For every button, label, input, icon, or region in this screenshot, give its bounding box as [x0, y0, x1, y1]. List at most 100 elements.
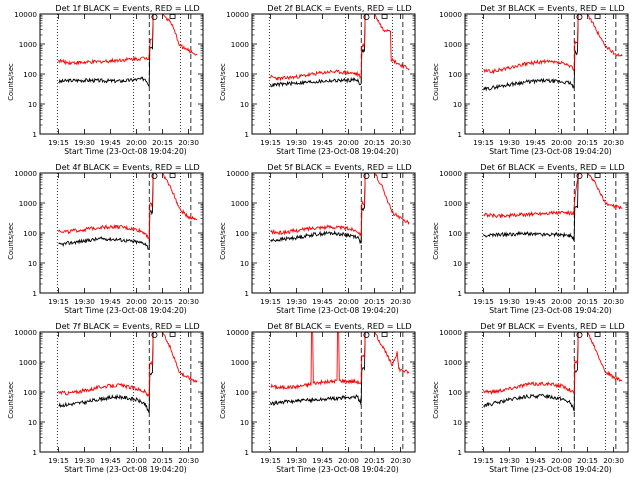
- x-tick-label: 20:15: [577, 297, 598, 306]
- x-tick-label: 20:00: [126, 456, 147, 465]
- x-tick-label: 20:30: [390, 456, 411, 465]
- y-tick-label: 1000: [444, 199, 463, 208]
- x-tick-label: 19:30: [74, 138, 95, 147]
- x-tick-label: 19:15: [48, 456, 69, 465]
- x-tick-label: 20:30: [603, 297, 624, 306]
- x-tick-label: 19:30: [286, 138, 307, 147]
- detector-panel-2: Det 2f BLACK = Events, RED = LLD 1 10 100 10…: [219, 3, 416, 156]
- x-tick-label: 19:45: [100, 456, 121, 465]
- y-tick-label: 10000: [14, 10, 37, 19]
- y-tick-label: 1000: [231, 40, 250, 49]
- y-tick-label: 100: [23, 229, 37, 238]
- y-tick-label: 10: [240, 100, 250, 109]
- x-tick-label: 19:30: [499, 297, 520, 306]
- panel-title: Det 3f BLACK = Events, RED = LLD: [480, 3, 624, 13]
- x-tick-label: 19:45: [525, 297, 546, 306]
- x-tick-label: 20:15: [364, 456, 385, 465]
- y-tick-label: 100: [235, 229, 249, 238]
- x-tick-label: 20:15: [152, 297, 173, 306]
- y-tick-label: 10000: [439, 169, 462, 178]
- y-axis-label: Counts/sec: [219, 222, 227, 260]
- x-tick-label: 20:30: [603, 138, 624, 147]
- x-tick-label: 19:30: [74, 297, 95, 306]
- x-tick-label: 20:15: [152, 138, 173, 147]
- events-series-line: [483, 14, 585, 92]
- detector-panel-6: Det 6f BLACK = Events, RED = LLD 1 10 100 10…: [432, 162, 629, 315]
- x-tick-label: 20:15: [152, 456, 173, 465]
- y-tick-label: 100: [23, 70, 37, 79]
- y-tick-label: 10: [28, 418, 38, 427]
- y-tick-label: 10: [28, 100, 38, 109]
- y-tick-label: 100: [448, 388, 462, 397]
- y-tick-label: 1000: [231, 358, 250, 367]
- detector-panels: Det 1f BLACK = Events, RED = LLD 1 10 100 10…: [7, 3, 629, 474]
- x-axis-label: Start Time (23-Oct-08 19:04:20): [489, 306, 612, 315]
- lld-series-line: [270, 332, 410, 391]
- y-tick-label: 1: [244, 448, 249, 457]
- x-tick-label: 19:15: [48, 297, 69, 306]
- x-tick-label: 19:30: [74, 456, 95, 465]
- x-tick-label: 19:45: [100, 138, 121, 147]
- y-axis-label: Counts/sec: [432, 63, 440, 101]
- x-tick-label: 20:15: [364, 138, 385, 147]
- x-tick-label: 19:15: [473, 297, 494, 306]
- x-axis-label: Start Time (23-Oct-08 19:04:20): [489, 147, 612, 156]
- x-tick-label: 20:00: [338, 138, 359, 147]
- x-tick-label: 20:00: [126, 138, 147, 147]
- y-tick-label: 1000: [19, 358, 38, 367]
- events-series-line: [270, 14, 372, 88]
- y-tick-label: 10: [453, 100, 463, 109]
- panel-title: Det 2f BLACK = Events, RED = LLD: [267, 3, 411, 13]
- y-tick-label: 1000: [444, 40, 463, 49]
- x-tick-label: 20:30: [178, 297, 199, 306]
- panel-title: Det 7f BLACK = Events, RED = LLD: [55, 321, 199, 331]
- x-tick-label: 20:00: [338, 456, 359, 465]
- x-tick-label: 20:30: [390, 138, 411, 147]
- panel-title: Det 8f BLACK = Events, RED = LLD: [267, 321, 411, 331]
- x-tick-label: 20:15: [577, 456, 598, 465]
- y-tick-label: 10000: [439, 328, 462, 337]
- x-axis-label: Start Time (23-Oct-08 19:04:20): [64, 306, 187, 315]
- x-axis-label: Start Time (23-Oct-08 19:04:20): [276, 147, 399, 156]
- y-tick-label: 1000: [231, 199, 250, 208]
- x-tick-label: 19:30: [286, 297, 307, 306]
- y-axis-label: Counts/sec: [7, 381, 15, 419]
- events-series-line: [58, 332, 160, 413]
- y-tick-label: 1000: [19, 199, 38, 208]
- x-tick-label: 19:15: [473, 138, 494, 147]
- y-tick-label: 1: [244, 289, 249, 298]
- x-axis-label: Start Time (23-Oct-08 19:04:20): [276, 465, 399, 474]
- y-tick-label: 100: [23, 388, 37, 397]
- x-axis-label: Start Time (23-Oct-08 19:04:20): [64, 465, 187, 474]
- y-axis-label: Counts/sec: [7, 222, 15, 260]
- y-tick-label: 10000: [226, 169, 249, 178]
- x-tick-label: 20:15: [577, 138, 598, 147]
- detector-panel-4: Det 4f BLACK = Events, RED = LLD 1 10 100 10…: [7, 162, 204, 315]
- detector-panel-1: Det 1f BLACK = Events, RED = LLD 1 10 100 10…: [7, 3, 204, 156]
- detector-panel-5: Det 5f BLACK = Events, RED = LLD 1 10 100 10…: [219, 162, 416, 315]
- x-tick-label: 20:30: [603, 456, 624, 465]
- y-tick-label: 100: [235, 388, 249, 397]
- y-tick-label: 10000: [14, 328, 37, 337]
- x-tick-label: 20:30: [178, 456, 199, 465]
- y-axis-label: Counts/sec: [432, 381, 440, 419]
- x-tick-label: 19:45: [525, 138, 546, 147]
- x-axis-label: Start Time (23-Oct-08 19:04:20): [276, 306, 399, 315]
- y-axis-label: Counts/sec: [432, 222, 440, 260]
- y-tick-label: 10000: [226, 328, 249, 337]
- y-tick-label: 1: [457, 289, 462, 298]
- x-tick-label: 19:30: [499, 138, 520, 147]
- detector-panel-8: Det 8f BLACK = Events, RED = LLD 1 10 100 10…: [219, 321, 416, 474]
- x-tick-label: 20:00: [551, 138, 572, 147]
- x-tick-label: 19:45: [312, 138, 333, 147]
- x-tick-label: 19:15: [260, 297, 281, 306]
- y-tick-label: 10000: [439, 10, 462, 19]
- lld-series-line: [58, 173, 198, 240]
- x-axis-label: Start Time (23-Oct-08 19:04:20): [64, 147, 187, 156]
- lld-series-line: [483, 173, 623, 219]
- events-series-line: [270, 332, 372, 406]
- events-series-line: [270, 173, 372, 245]
- events-series-line: [483, 173, 585, 241]
- lld-series-line: [58, 14, 198, 66]
- lld-series-line: [483, 332, 623, 395]
